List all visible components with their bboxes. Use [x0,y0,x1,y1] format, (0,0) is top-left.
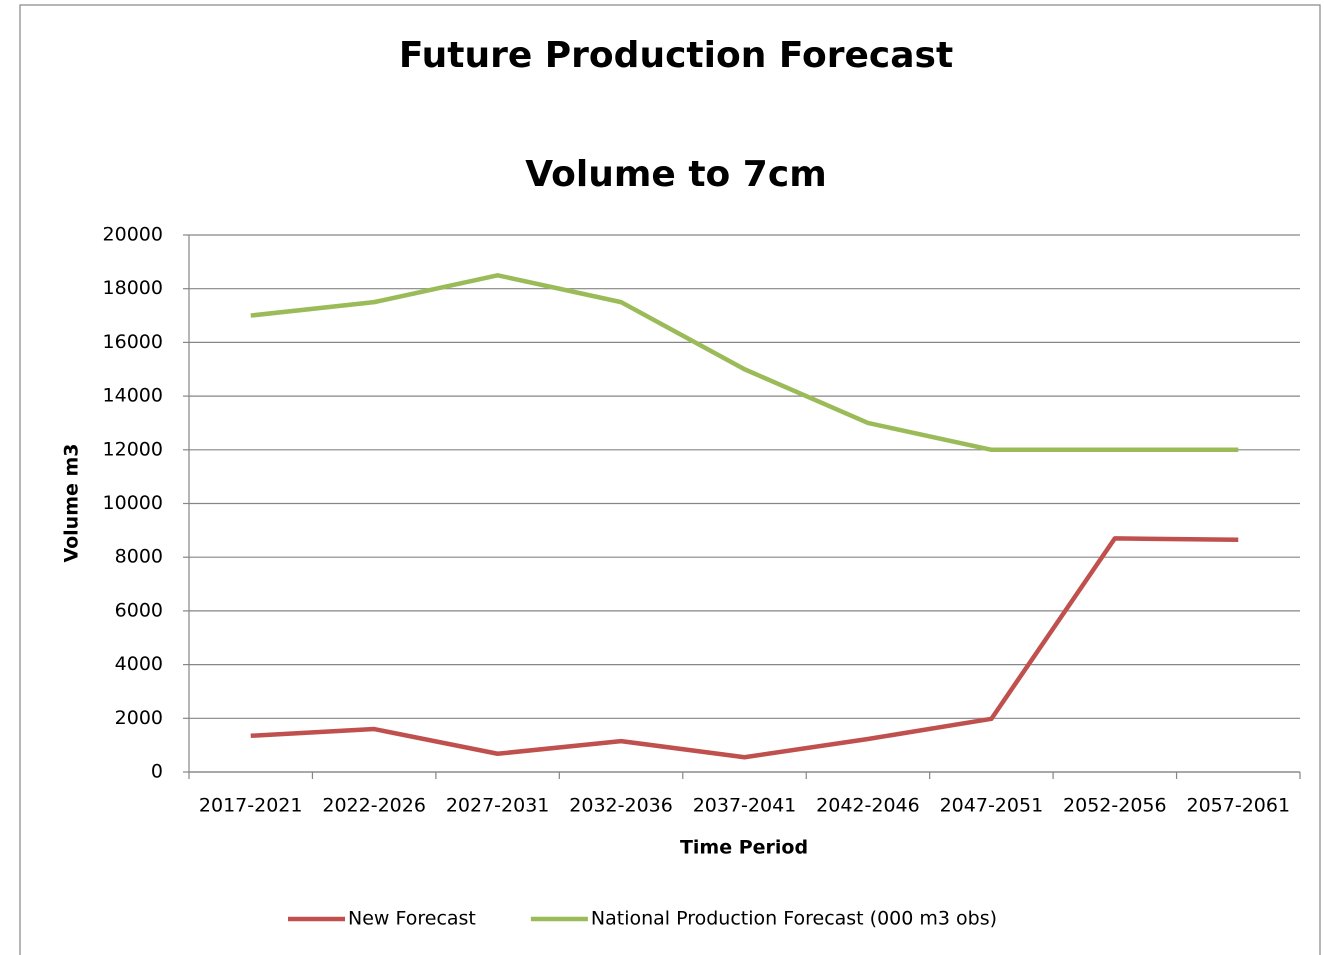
chart-title: Future Production Forecast [399,35,953,76]
x-tick-label: 2042-2046 [816,795,920,817]
x-tick-label: 2022-2026 [322,795,426,817]
x-tick-label: 2027-2031 [446,795,550,817]
y-tick-label: 0 [151,761,163,783]
x-tick-label: 2017-2021 [199,795,303,817]
y-tick-label: 4000 [115,653,163,675]
y-tick-label: 8000 [115,546,163,568]
chart-subtitle: Volume to 7cm [525,154,826,195]
y-tick-label: 16000 [103,331,163,353]
legend-label: National Production Forecast (000 m3 obs… [591,908,997,930]
x-tick-label: 2057-2061 [1186,795,1290,817]
y-tick-label: 6000 [115,599,163,621]
y-tick-label: 18000 [103,277,163,299]
series-line [250,536,1239,760]
y-tick-label: 12000 [103,438,163,460]
x-axis-label: Time Period [680,837,808,859]
y-tick-label: 2000 [115,707,163,729]
series-line [250,273,1239,453]
x-tick-label: 2032-2036 [569,795,673,817]
x-tick-label: 2047-2051 [940,795,1044,817]
x-tick-label: 2052-2056 [1063,795,1167,817]
legend-label: New Forecast [348,908,476,930]
x-tick-label: 2037-2041 [693,795,797,817]
y-tick-label: 10000 [103,492,163,514]
y-tick-label: 14000 [103,385,163,407]
chart-border [19,4,1321,955]
y-tick-label: 20000 [103,224,163,246]
y-axis-label: Volume m3 [61,443,83,562]
